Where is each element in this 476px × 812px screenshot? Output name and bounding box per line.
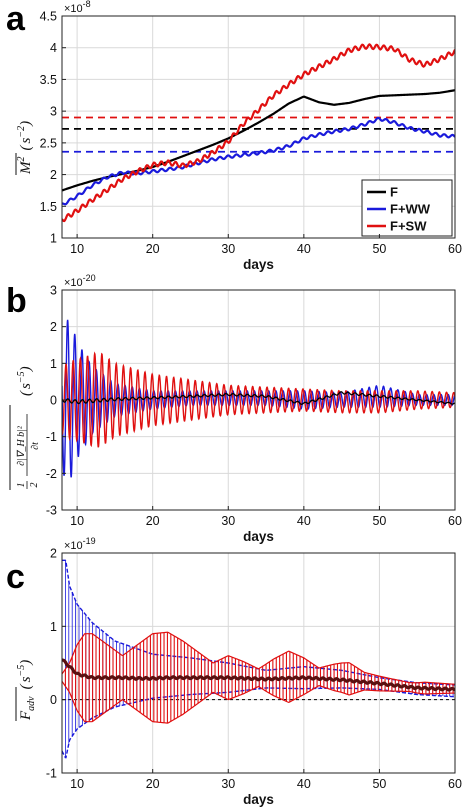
y-label-close: ) bbox=[18, 366, 34, 372]
panel-letter: c bbox=[6, 558, 25, 596]
x-tick-label: 30 bbox=[221, 514, 235, 528]
legend: F F+WW F+SW bbox=[361, 179, 453, 237]
y-tick-label: 1.5 bbox=[40, 200, 57, 214]
y-tick-label: 2 bbox=[50, 547, 57, 561]
x-tick-label: 60 bbox=[448, 514, 462, 528]
series-line-f-sw bbox=[62, 351, 455, 448]
y-label-sup: 2 bbox=[16, 157, 27, 162]
x-axis-label: days bbox=[243, 792, 274, 807]
x-tick-label: 10 bbox=[70, 242, 84, 256]
y-label-text: M2 (s−2) bbox=[16, 121, 34, 175]
y-tick-label: 1 bbox=[50, 232, 57, 246]
y-axis-label: M2 (s−2) bbox=[15, 121, 34, 175]
y-label-unit: s bbox=[18, 138, 34, 144]
y-label-unit-exp: −5 bbox=[16, 371, 27, 383]
y-tick-label: 4.5 bbox=[40, 10, 57, 24]
panel-a: a F F+WW F+SW 10 20 30 40 50 60 1 1.5 2 2.5 3 3.5 4 4.5 ×1… bbox=[6, 0, 462, 272]
y-multiplier-exponent: -19 bbox=[83, 536, 96, 546]
y-tick-label: 4 bbox=[50, 41, 57, 55]
series-upper-f-ww bbox=[62, 559, 455, 686]
legend-label: F bbox=[390, 185, 398, 200]
y-label-unit: s bbox=[18, 383, 34, 389]
plot-area bbox=[62, 319, 455, 478]
y-label-open: ( bbox=[18, 390, 34, 396]
panel-letter: b bbox=[6, 282, 27, 320]
y-tick-label: 2.5 bbox=[40, 136, 57, 150]
plot-area bbox=[62, 43, 455, 223]
x-tick-label: 20 bbox=[146, 514, 160, 528]
y-label-sub: adv bbox=[26, 696, 37, 711]
y-label-unit-exp: −5 bbox=[16, 665, 27, 677]
y-label-half-den: 2 bbox=[29, 483, 40, 488]
y-multiplier: ×10-8 bbox=[64, 0, 91, 15]
y-label-close: ) bbox=[18, 121, 34, 127]
y-tick-label: 2 bbox=[50, 320, 57, 334]
y-tick-label: 1 bbox=[50, 620, 57, 634]
axes-frame bbox=[61, 552, 456, 774]
y-tick-label: -3 bbox=[46, 504, 57, 518]
x-tick-label: 40 bbox=[297, 777, 311, 791]
y-tick-label: 1 bbox=[50, 357, 57, 371]
y-label-den: ∂t bbox=[30, 442, 41, 450]
y-label-unit: s bbox=[18, 676, 34, 682]
axes-frame bbox=[61, 15, 456, 239]
y-multiplier-exponent: -8 bbox=[83, 0, 91, 9]
x-tick-label: 30 bbox=[221, 242, 235, 256]
series-lower-f-sw bbox=[62, 680, 455, 724]
plot-area bbox=[62, 559, 455, 759]
panel-c: c 10 20 30 40 50 60 -1 0 1 2 ×10-19 days Fadv (s−5) bbox=[6, 536, 462, 807]
y-tick-label: 0 bbox=[50, 693, 57, 707]
y-axis-label: 1 2 ∂|∇_H b|² ∂t (s−5) bbox=[9, 366, 41, 490]
series-lower-f-ww bbox=[62, 687, 455, 759]
y-label-unit-group: (s−5) bbox=[16, 366, 34, 396]
legend-label: F+WW bbox=[390, 202, 431, 217]
x-tick-label: 40 bbox=[297, 242, 311, 256]
y-label-text: Fadv (s−5) bbox=[16, 660, 37, 721]
y-tick-label: 3 bbox=[50, 284, 57, 298]
x-tick-label: 10 bbox=[70, 514, 84, 528]
y-multiplier: ×10-20 bbox=[64, 273, 96, 289]
x-tick-label: 30 bbox=[221, 777, 235, 791]
series-line-f bbox=[62, 391, 455, 405]
y-label-close: ) bbox=[18, 660, 34, 666]
y-tick-label: 2 bbox=[50, 168, 57, 182]
x-tick-label: 40 bbox=[297, 514, 311, 528]
panel-letter: a bbox=[6, 0, 26, 38]
x-axis-label: days bbox=[243, 529, 274, 544]
y-label-num: ∂|∇_H b|² bbox=[16, 425, 27, 466]
series-line-f-ww bbox=[62, 116, 455, 206]
series-upper-f-sw bbox=[62, 631, 455, 685]
y-tick-label: -1 bbox=[46, 430, 57, 444]
y-label-var: M bbox=[18, 160, 34, 175]
x-tick-label: 60 bbox=[448, 777, 462, 791]
x-tick-label: 50 bbox=[372, 777, 386, 791]
series-line-f-sw bbox=[62, 43, 455, 223]
x-tick-label: 20 bbox=[146, 242, 160, 256]
y-multiplier-exponent: -20 bbox=[83, 273, 96, 283]
series-band-hatch-f-ww bbox=[62, 560, 454, 758]
y-label-half-num: 1 bbox=[16, 483, 27, 488]
x-tick-label: 50 bbox=[372, 514, 386, 528]
legend-label: F+SW bbox=[390, 219, 427, 234]
y-tick-label: 3 bbox=[50, 105, 57, 119]
y-tick-label: -2 bbox=[46, 467, 57, 481]
y-tick-label: -1 bbox=[46, 767, 57, 781]
y-label-open: ( bbox=[18, 145, 34, 151]
x-axis-label: days bbox=[243, 257, 274, 272]
y-tick-label: 3.5 bbox=[40, 73, 57, 87]
y-tick-label: 0 bbox=[50, 394, 57, 408]
x-tick-label: 50 bbox=[372, 242, 386, 256]
x-tick-label: 20 bbox=[146, 777, 160, 791]
y-axis-label: Fadv (s−5) bbox=[15, 660, 37, 721]
y-label-open: ( bbox=[18, 683, 34, 689]
series-line-f bbox=[62, 89, 455, 192]
y-label-var: F bbox=[18, 710, 34, 721]
x-tick-label: 60 bbox=[448, 242, 462, 256]
series-line-f bbox=[62, 658, 455, 692]
y-label-unit-exp: −2 bbox=[16, 126, 27, 138]
x-tick-label: 10 bbox=[70, 777, 84, 791]
y-multiplier: ×10-19 bbox=[64, 536, 96, 552]
